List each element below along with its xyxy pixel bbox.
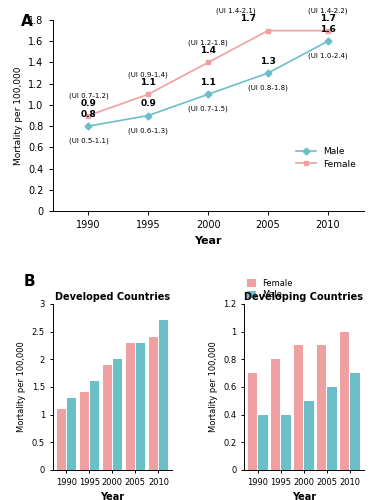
Text: (UI 1.0-2.4): (UI 1.0-2.4): [308, 53, 348, 60]
Female: [146, 92, 150, 98]
Bar: [271, 360, 280, 470]
Bar: [258, 414, 267, 470]
Text: 1.1: 1.1: [140, 78, 156, 87]
Bar: [149, 337, 158, 470]
Bar: [126, 342, 135, 470]
Text: 1.7: 1.7: [240, 14, 256, 23]
X-axis label: Year: Year: [292, 492, 316, 500]
Y-axis label: Mortality per 100,000: Mortality per 100,000: [17, 342, 26, 432]
Male: [206, 92, 210, 98]
Bar: [281, 414, 291, 470]
Text: 1.1: 1.1: [200, 78, 216, 87]
Text: 0.9: 0.9: [140, 99, 156, 108]
Bar: [57, 409, 66, 470]
Text: 1.4: 1.4: [200, 46, 216, 55]
Bar: [67, 398, 76, 470]
Title: Developing Countries: Developing Countries: [244, 292, 363, 302]
Y-axis label: Mortality per 100,000: Mortality per 100,000: [13, 66, 22, 165]
X-axis label: Year: Year: [100, 492, 124, 500]
Bar: [340, 332, 350, 470]
Bar: [350, 373, 360, 470]
Bar: [248, 373, 257, 470]
Female: [206, 60, 210, 66]
Text: (UI 0.7-1.2): (UI 0.7-1.2): [69, 92, 108, 99]
Bar: [103, 365, 112, 470]
Text: (UI 0.6-1.3): (UI 0.6-1.3): [128, 127, 168, 134]
X-axis label: Year: Year: [194, 236, 222, 246]
Text: (UI 0.5-1.1): (UI 0.5-1.1): [69, 138, 108, 144]
Text: 1.7: 1.7: [320, 14, 336, 23]
Legend: Male, Female: Male, Female: [292, 144, 359, 172]
Text: (UI 0.8-1.8): (UI 0.8-1.8): [248, 84, 288, 91]
Bar: [294, 346, 303, 470]
Text: 0.8: 0.8: [81, 110, 96, 118]
Male: [146, 112, 150, 118]
Bar: [80, 392, 89, 470]
Bar: [304, 401, 313, 470]
Bar: [90, 382, 99, 470]
Male: [86, 123, 91, 129]
Male: [266, 70, 270, 76]
Line: Female: Female: [86, 28, 330, 118]
Line: Male: Male: [86, 39, 330, 128]
Y-axis label: Mortality per 100,000: Mortality per 100,000: [209, 342, 218, 432]
Text: 1.3: 1.3: [260, 56, 276, 66]
Text: B: B: [24, 274, 35, 289]
Female: [86, 112, 91, 118]
Bar: [327, 387, 337, 470]
Text: (UI 0.9-1.4): (UI 0.9-1.4): [128, 72, 168, 78]
Bar: [113, 360, 122, 470]
Text: A: A: [21, 14, 33, 30]
Text: 0.9: 0.9: [81, 99, 96, 108]
Text: 1.6: 1.6: [320, 25, 336, 34]
Bar: [317, 346, 327, 470]
Text: (UI 0.7-1.5): (UI 0.7-1.5): [188, 106, 228, 112]
Text: (UI 1.2-1.8): (UI 1.2-1.8): [188, 40, 228, 46]
Bar: [159, 320, 168, 470]
Female: [266, 28, 270, 34]
Female: [326, 28, 330, 34]
Male: [326, 38, 330, 44]
Text: (UI 1.4-2.1): (UI 1.4-2.1): [216, 8, 256, 14]
Text: (UI 1.4-2.2): (UI 1.4-2.2): [308, 8, 348, 14]
Title: Developed Countries: Developed Countries: [55, 292, 170, 302]
Legend: Female, Male: Female, Male: [247, 278, 294, 300]
Bar: [136, 342, 145, 470]
